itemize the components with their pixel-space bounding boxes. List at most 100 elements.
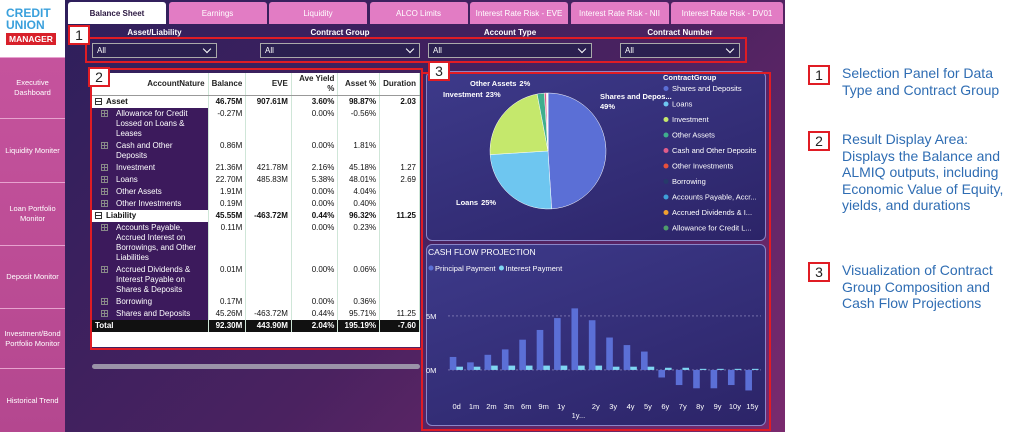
bar[interactable] <box>491 365 498 370</box>
bar[interactable] <box>682 367 690 370</box>
slice-label-name: Investment <box>443 90 483 99</box>
bar[interactable] <box>571 308 579 370</box>
bar[interactable] <box>710 369 718 389</box>
x-tick-label: 0d <box>453 402 461 411</box>
table-row: Other Investments 0.19M 0.00% 0.40% <box>92 198 420 210</box>
expand-icon[interactable] <box>101 224 108 231</box>
nav-item[interactable]: Investment/Bond Portfolio Monitor <box>0 308 65 368</box>
nav-item[interactable]: Deposit Monitor <box>0 245 65 308</box>
bar[interactable] <box>536 329 544 370</box>
dropdown[interactable]: All <box>428 43 592 58</box>
bar[interactable] <box>717 368 724 370</box>
pie-slice[interactable] <box>489 150 552 210</box>
expand-icon[interactable] <box>101 142 108 149</box>
x-tick-label: 15y <box>746 402 758 411</box>
expand-icon[interactable] <box>101 176 108 183</box>
expand-icon[interactable] <box>101 200 108 207</box>
bar[interactable] <box>675 369 683 386</box>
bar[interactable] <box>606 337 613 370</box>
legend-label: Accounts Payable, Accr... <box>672 193 757 202</box>
cell <box>245 198 292 210</box>
table-row: Loans 22.70M 485.83M 5.38% 48.01% 2.69 <box>92 174 420 186</box>
expand-icon[interactable] <box>101 298 108 305</box>
tab[interactable]: Liquidity <box>269 2 367 24</box>
cell: 3.60% <box>291 95 339 108</box>
bar[interactable] <box>456 366 463 370</box>
bar[interactable] <box>658 369 666 378</box>
tab[interactable]: Interest Rate Risk - DV01 <box>671 2 783 24</box>
cell: 96.32% <box>337 210 381 222</box>
scrollbar <box>92 364 420 369</box>
cell <box>379 264 420 296</box>
tab[interactable]: Interest Rate Risk - EVE <box>470 2 568 24</box>
legend-label: Investment <box>672 115 710 124</box>
cell <box>245 222 292 264</box>
bar[interactable] <box>473 366 481 370</box>
column-header: AccountNature <box>92 73 209 96</box>
expand-icon[interactable] <box>101 310 108 317</box>
cell: 48.01% <box>337 174 381 186</box>
highlight-number: 1 <box>68 25 90 45</box>
expand-icon[interactable] <box>101 266 108 273</box>
nav-item[interactable]: Liquidity Moniter <box>0 118 65 182</box>
cell: 1.91M <box>208 186 247 198</box>
expand-icon[interactable] <box>95 212 102 219</box>
dropdown[interactable]: All <box>620 43 740 58</box>
bar[interactable] <box>449 356 457 370</box>
expand-icon[interactable] <box>101 110 108 117</box>
callout-number: 2 <box>808 131 830 151</box>
callout-text: Selection Panel for Data Type and Contra… <box>842 65 1000 98</box>
bar[interactable] <box>641 351 648 370</box>
bar[interactable] <box>467 362 474 370</box>
bar[interactable] <box>578 365 585 370</box>
tab[interactable]: Interest Rate Risk - NII <box>570 2 669 24</box>
tab[interactable]: Earnings <box>168 2 267 24</box>
filter-label: Contract Number <box>647 28 713 37</box>
x-tick-label: 4y <box>627 402 635 411</box>
expand-icon[interactable] <box>101 188 108 195</box>
nav-item[interactable]: Loan Portfolio Monitor <box>0 182 65 245</box>
bar[interactable] <box>588 320 596 370</box>
bar[interactable] <box>560 365 568 370</box>
tab[interactable]: ALCO Limits <box>369 2 468 24</box>
bar[interactable] <box>734 368 742 370</box>
tab[interactable]: Balance Sheet <box>68 2 166 24</box>
expand-icon[interactable] <box>101 164 108 171</box>
bar[interactable] <box>484 354 492 370</box>
legend-label: Principal Payment <box>435 264 496 273</box>
bar[interactable] <box>665 367 672 370</box>
bar[interactable] <box>525 365 533 370</box>
bar[interactable] <box>595 365 603 370</box>
bar[interactable] <box>543 365 550 370</box>
pie-slice[interactable] <box>489 93 549 155</box>
bar[interactable] <box>751 368 759 370</box>
bar-chart: CASH FLOW PROJECTION Principal Payment Int… <box>426 247 761 420</box>
nav-item[interactable]: Historical Trend <box>0 368 65 432</box>
bar[interactable] <box>630 366 637 370</box>
bar[interactable] <box>745 369 752 391</box>
row-name: Liability <box>92 210 209 222</box>
dropdown[interactable]: All <box>92 43 217 58</box>
bar[interactable] <box>501 349 509 370</box>
pie-slice[interactable] <box>547 92 607 210</box>
dropdown[interactable]: All <box>260 43 420 58</box>
bar[interactable] <box>554 318 561 370</box>
column-header: EVE <box>245 73 292 96</box>
bar[interactable] <box>612 366 620 370</box>
bar[interactable] <box>647 366 655 370</box>
cell <box>379 140 420 162</box>
bar[interactable] <box>693 369 700 389</box>
column-header: Balance <box>208 73 247 96</box>
bar[interactable] <box>508 365 516 370</box>
table-row: Asset 46.75M 907.61M 3.60% 98.87% 2.03 <box>92 95 420 108</box>
bar[interactable] <box>699 368 707 370</box>
bar[interactable] <box>623 345 631 370</box>
bar[interactable] <box>519 339 526 370</box>
cell: 0.40% <box>337 198 381 210</box>
row-label: Borrowing <box>116 297 153 306</box>
legend-marker <box>663 132 669 138</box>
nav-item[interactable]: Executive Dashboard <box>0 57 65 118</box>
bar[interactable] <box>727 369 735 386</box>
expand-icon[interactable] <box>95 98 102 105</box>
pie-chart: Shares and Depos...49%Loans 25%Investment… <box>443 73 757 233</box>
